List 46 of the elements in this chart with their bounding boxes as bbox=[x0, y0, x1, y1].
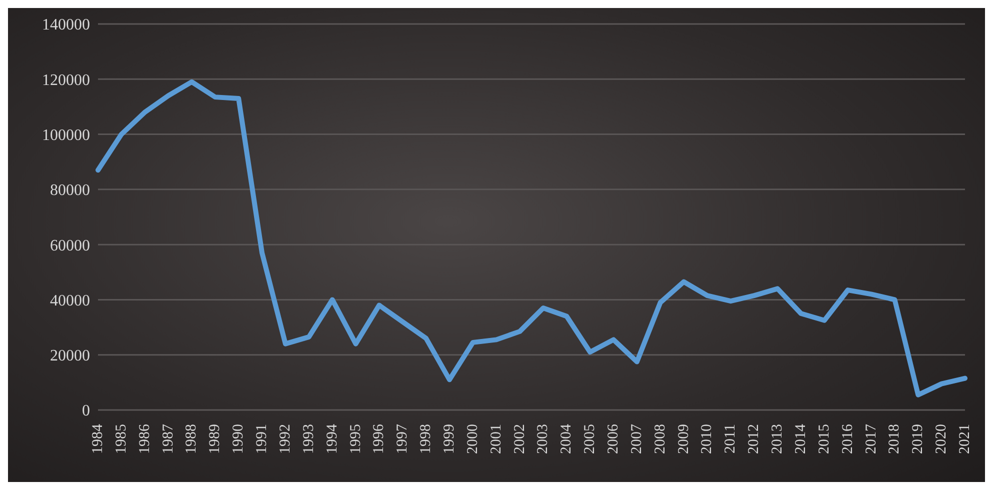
x-tick-label: 2011 bbox=[722, 424, 739, 454]
x-tick-label: 2013 bbox=[770, 424, 786, 454]
x-tick-label: 1997 bbox=[394, 424, 411, 454]
x-tick-label: 2014 bbox=[792, 424, 809, 454]
y-tick-label: 0 bbox=[82, 402, 90, 420]
x-tick-label: 1998 bbox=[418, 424, 434, 454]
x-tick-label: 1990 bbox=[230, 424, 247, 454]
x-tick-label: 2010 bbox=[699, 424, 716, 454]
x-tick-label: 2003 bbox=[535, 424, 552, 454]
x-tick-label: 2007 bbox=[628, 424, 645, 454]
x-tick-label: 2005 bbox=[582, 424, 598, 454]
x-tick-label: 2016 bbox=[840, 424, 856, 454]
x-tick-label: 2020 bbox=[934, 424, 950, 454]
y-tick-label: 20000 bbox=[50, 348, 90, 365]
x-tick-label: 1987 bbox=[160, 424, 176, 454]
x-tick-label: 2015 bbox=[816, 424, 832, 454]
x-tick-label: 2001 bbox=[488, 424, 504, 454]
x-tick-label: 1992 bbox=[277, 424, 294, 454]
x-tick-label: 2018 bbox=[886, 424, 903, 454]
x-tick-label: 1996 bbox=[371, 424, 388, 454]
x-tick-label: 1985 bbox=[113, 424, 130, 454]
x-tick-label: 1984 bbox=[90, 424, 106, 454]
x-tick-label: 2021 bbox=[957, 424, 973, 454]
x-tick-label: 2006 bbox=[606, 424, 622, 454]
x-tick-label: 2019 bbox=[910, 424, 926, 454]
y-tick-label: 100000 bbox=[42, 126, 90, 144]
x-tick-label: 2002 bbox=[512, 424, 528, 454]
x-tick-label: 2009 bbox=[676, 424, 692, 454]
x-tick-label: 2008 bbox=[652, 424, 668, 454]
y-tick-label: 80000 bbox=[50, 182, 90, 200]
x-tick-label: 1986 bbox=[136, 424, 153, 454]
x-tick-label: 2012 bbox=[746, 424, 762, 454]
x-tick-label: 1994 bbox=[324, 424, 340, 454]
y-tick-label: 60000 bbox=[50, 237, 90, 254]
y-tick-label: 140000 bbox=[42, 16, 90, 34]
x-tick-label: 2000 bbox=[464, 424, 481, 454]
x-tick-label: 1991 bbox=[254, 424, 270, 454]
x-tick-label: 1989 bbox=[207, 424, 224, 454]
x-tick-label: 1999 bbox=[441, 424, 458, 454]
y-tick-label: 40000 bbox=[50, 292, 90, 310]
x-tick-label: 2017 bbox=[863, 424, 880, 454]
x-tick-label: 1988 bbox=[184, 424, 200, 454]
x-tick-label: 1993 bbox=[300, 424, 317, 454]
x-tick-label: 2004 bbox=[558, 424, 575, 454]
y-tick-label: 120000 bbox=[42, 72, 90, 89]
x-tick-label: 1995 bbox=[348, 424, 364, 454]
